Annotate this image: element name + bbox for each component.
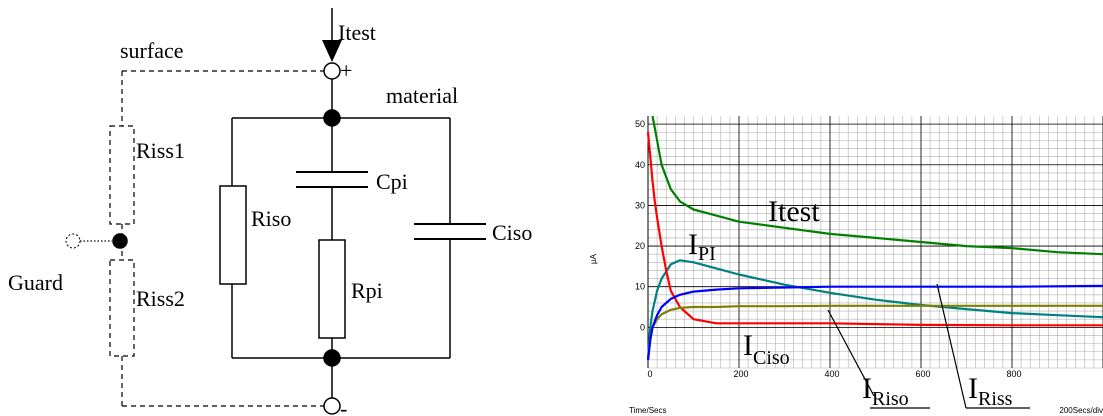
annotation-iriso-sub: Riso xyxy=(872,388,909,410)
minus-label: - xyxy=(340,396,347,416)
series-lines xyxy=(646,115,1103,361)
guard-label: Guard xyxy=(8,270,63,295)
current-chart: 50 40 30 20 10 0 0 200 400 600 800 xyxy=(635,115,1103,379)
series-line-ipi xyxy=(646,259,1103,360)
itest-label: Itest xyxy=(338,20,376,45)
itest-arrow-head xyxy=(322,40,342,62)
annotation-iriss-main: I xyxy=(968,372,978,405)
plus-label: + xyxy=(340,58,352,83)
riss1-resistor xyxy=(109,125,135,225)
annotation-iciso-sub: Ciso xyxy=(753,347,790,369)
surface-label: surface xyxy=(120,38,184,63)
rpi-resistor xyxy=(318,239,346,339)
rpi-label: Rpi xyxy=(351,278,383,303)
chart-scale-note: 200Secs/div xyxy=(1059,406,1103,415)
x-tick-label: 800 xyxy=(1006,369,1021,379)
y-tick-label: 0 xyxy=(640,322,645,332)
series-line-iciso xyxy=(646,132,1103,327)
annotation-itest: Itest xyxy=(768,195,820,228)
grid-minor xyxy=(647,116,1103,369)
ciso-label: Ciso xyxy=(492,220,532,245)
guard-node xyxy=(112,233,128,249)
bottom-terminal xyxy=(323,397,341,415)
riso-resistor xyxy=(219,185,247,285)
annotation-ipi-main: I xyxy=(688,228,698,261)
annotation-iciso: I Ciso xyxy=(743,329,790,369)
annotation-iriso: I Riso xyxy=(827,309,930,410)
y-tick-label: 30 xyxy=(635,200,645,210)
x-tick-label: 400 xyxy=(824,369,839,379)
riso-label: Riso xyxy=(251,206,291,231)
chart-xlabel: Time/Secs xyxy=(629,406,667,415)
annotation-ipi: I PI xyxy=(688,228,716,265)
y-tick-label: 40 xyxy=(635,160,645,170)
x-tick-label: 600 xyxy=(915,369,930,379)
guard-terminal xyxy=(65,233,81,249)
top-terminal xyxy=(323,62,341,80)
annotation-iriss: I Riss xyxy=(936,283,1030,410)
material-label: material xyxy=(386,83,458,108)
riss2-label: Riss2 xyxy=(136,286,185,311)
y-tick-label: 10 xyxy=(635,282,645,292)
y-tick-labels: 50 40 30 20 10 0 xyxy=(635,119,645,332)
circuit-diagram xyxy=(65,8,486,415)
x-tick-label: 0 xyxy=(647,369,652,379)
y-tick-label: 20 xyxy=(635,241,645,251)
x-tick-labels: 0 200 400 600 800 xyxy=(647,369,1021,379)
chart-ylabel: µA xyxy=(589,253,598,264)
series-line-iriss xyxy=(646,284,1103,361)
surface-path xyxy=(109,70,324,407)
annotation-iriso-pointer xyxy=(827,309,875,397)
cpi-label: Cpi xyxy=(376,169,408,194)
riss2-resistor xyxy=(109,259,135,357)
annotation-iciso-main: I xyxy=(743,329,753,362)
annotation-ipi-sub: PI xyxy=(698,243,716,265)
series-line-itest xyxy=(651,115,1103,256)
x-tick-label: 200 xyxy=(733,369,748,379)
y-tick-label: 50 xyxy=(635,119,645,129)
annotation-iriso-main: I xyxy=(862,372,872,405)
riss1-label: Riss1 xyxy=(136,138,185,163)
annotation-iriss-pointer xyxy=(936,283,967,409)
annotation-iriss-sub: Riss xyxy=(978,388,1013,410)
